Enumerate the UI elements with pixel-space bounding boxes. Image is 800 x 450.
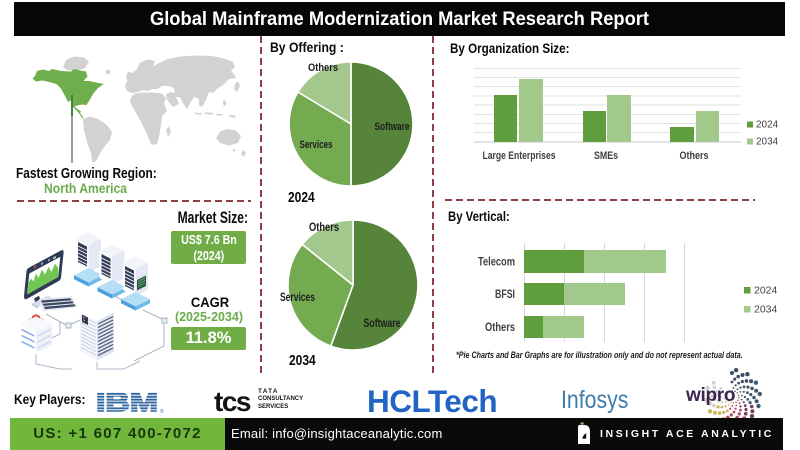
- svg-text:Telecom: Telecom: [478, 257, 515, 269]
- svg-text:Services: Services: [280, 292, 315, 304]
- svg-text:Services: Services: [300, 139, 333, 151]
- svg-text:Software: Software: [375, 121, 410, 133]
- svg-text:SMEs: SMEs: [594, 150, 618, 162]
- svg-text:Large Enterprises: Large Enterprises: [483, 150, 556, 162]
- svg-text:Software: Software: [364, 318, 401, 330]
- svg-text:IBM: IBM: [96, 390, 158, 414]
- svg-text:BFSI: BFSI: [495, 289, 515, 301]
- svg-text:Others: Others: [309, 222, 339, 234]
- svg-text:2024: 2024: [754, 285, 778, 297]
- svg-text:®: ®: [160, 408, 164, 414]
- svg-text:2034: 2034: [756, 137, 779, 148]
- svg-text:Others: Others: [485, 322, 515, 334]
- svg-text:Others: Others: [680, 150, 709, 162]
- svg-text:2024: 2024: [756, 120, 779, 131]
- svg-text:2034: 2034: [754, 304, 778, 316]
- svg-text:Others: Others: [308, 62, 338, 74]
